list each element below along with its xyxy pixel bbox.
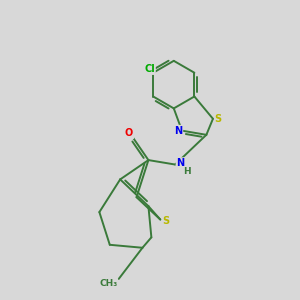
Text: CH₃: CH₃ bbox=[99, 279, 117, 288]
Text: N: N bbox=[174, 126, 182, 136]
Text: O: O bbox=[125, 128, 133, 138]
Text: N: N bbox=[176, 158, 184, 168]
Text: Cl: Cl bbox=[144, 64, 155, 74]
Text: S: S bbox=[215, 114, 222, 124]
Text: H: H bbox=[183, 167, 190, 176]
Text: S: S bbox=[163, 216, 170, 226]
